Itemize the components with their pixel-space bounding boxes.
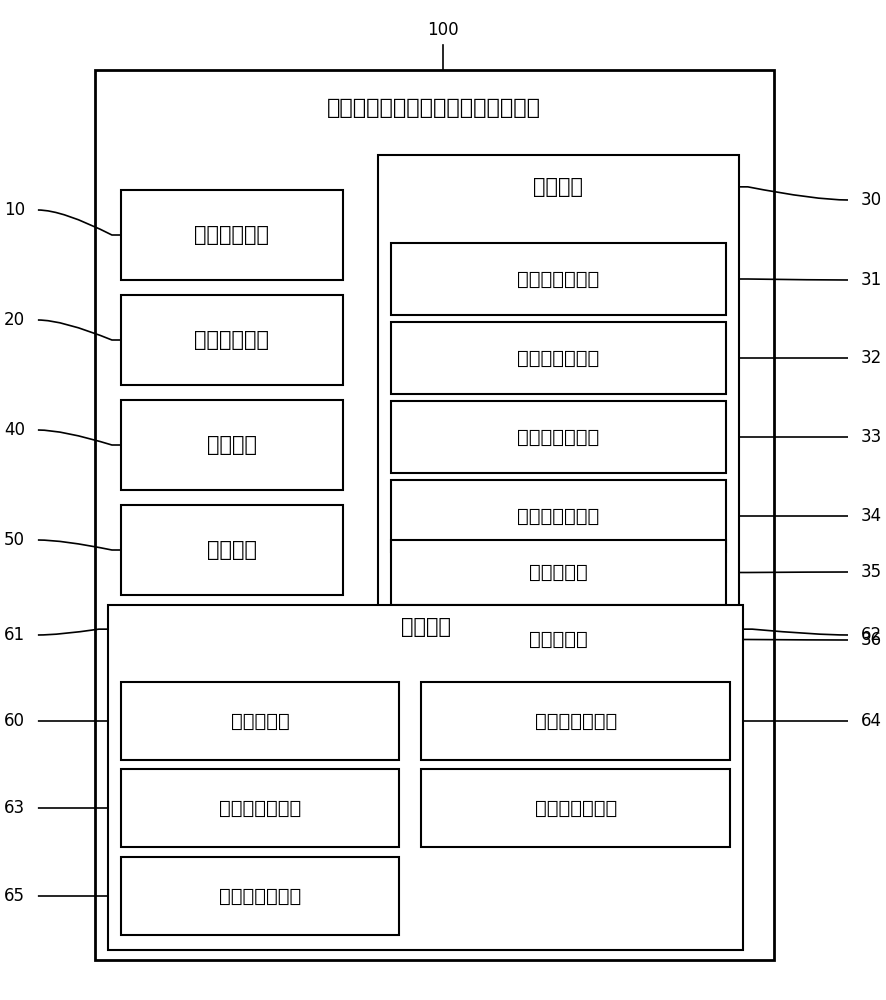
Text: 32: 32 xyxy=(861,349,882,367)
Text: 划分模块: 划分模块 xyxy=(206,435,257,455)
Bar xyxy=(391,322,726,394)
Bar xyxy=(120,505,343,595)
Text: 第三执行子模块: 第三执行子模块 xyxy=(534,798,617,818)
Text: 第二执行子模块: 第二执行子模块 xyxy=(219,798,301,818)
Text: 设置模块: 设置模块 xyxy=(206,540,257,560)
Text: 第一执行子模块: 第一执行子模块 xyxy=(534,712,617,730)
Bar xyxy=(391,540,726,605)
Bar xyxy=(421,769,730,847)
Text: 35: 35 xyxy=(861,563,882,581)
Text: 50: 50 xyxy=(4,531,25,549)
Bar xyxy=(120,769,400,847)
Bar xyxy=(391,243,726,315)
Bar xyxy=(120,190,343,280)
Text: 40: 40 xyxy=(4,421,25,439)
Text: 判断模块: 判断模块 xyxy=(533,177,583,197)
Text: 65: 65 xyxy=(4,887,25,905)
Text: 64: 64 xyxy=(861,712,882,730)
Text: 62: 62 xyxy=(861,626,882,644)
Text: 20: 20 xyxy=(4,311,25,329)
Bar xyxy=(95,70,774,960)
Text: 通过闪存转换层识别上层应用的系统: 通过闪存转换层识别上层应用的系统 xyxy=(327,98,541,118)
Text: 更新子模块: 更新子模块 xyxy=(529,563,587,582)
Text: 执行模块: 执行模块 xyxy=(400,617,450,637)
Bar xyxy=(377,155,739,610)
Text: 第四执行子模块: 第四执行子模块 xyxy=(219,886,301,906)
Bar xyxy=(120,295,343,385)
Text: 第二建立模块: 第二建立模块 xyxy=(194,330,269,350)
Text: 标记子模块: 标记子模块 xyxy=(529,630,587,649)
Bar xyxy=(391,401,726,473)
Text: 第二检查子模块: 第二检查子模块 xyxy=(517,428,600,446)
Text: 60: 60 xyxy=(4,712,25,730)
Text: 30: 30 xyxy=(861,191,882,209)
Bar xyxy=(120,400,343,490)
Text: 34: 34 xyxy=(861,507,882,525)
Bar xyxy=(107,605,743,950)
Text: 10: 10 xyxy=(4,201,25,219)
Bar xyxy=(391,480,726,552)
Text: 分配子模块: 分配子模块 xyxy=(230,712,290,730)
Text: 第一检查子模块: 第一检查子模块 xyxy=(517,269,600,288)
Text: 第二增加子模块: 第二增加子模块 xyxy=(517,506,600,526)
Text: 63: 63 xyxy=(4,799,25,817)
Bar xyxy=(120,682,400,760)
Text: 第一增加子模块: 第一增加子模块 xyxy=(517,349,600,367)
Text: 31: 31 xyxy=(861,271,882,289)
Bar xyxy=(120,857,400,935)
Text: 61: 61 xyxy=(4,626,25,644)
Bar xyxy=(391,607,726,672)
Text: 33: 33 xyxy=(861,428,882,446)
Text: 36: 36 xyxy=(861,631,882,649)
Text: 100: 100 xyxy=(427,21,459,39)
Bar xyxy=(421,682,730,760)
Text: 第一建立模块: 第一建立模块 xyxy=(194,225,269,245)
